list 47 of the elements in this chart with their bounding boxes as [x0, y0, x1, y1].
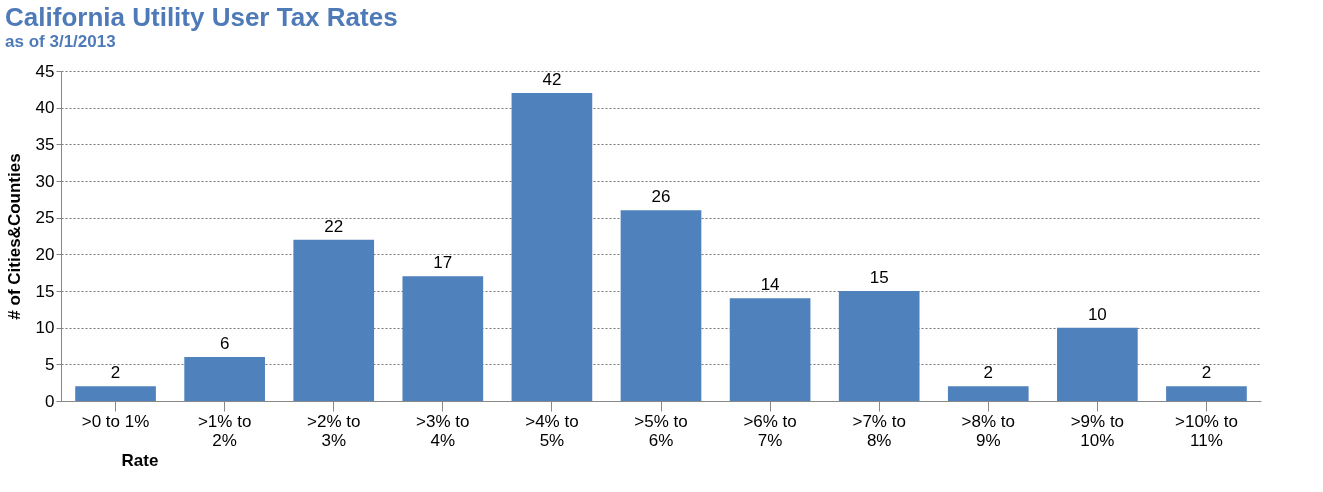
- x-tick-label: >4% to 5%: [525, 411, 579, 450]
- y-tick-label: 15: [35, 281, 55, 301]
- y-tick-label: 40: [35, 98, 55, 118]
- bar: [729, 298, 811, 401]
- y-tick-label: 10: [35, 318, 55, 338]
- data-label: 6: [219, 334, 230, 353]
- y-tick-label: 5: [45, 354, 55, 374]
- y-tick-label: 35: [35, 134, 55, 154]
- y-tick-label: 45: [35, 61, 55, 81]
- x-tick-label: >3% to 4%: [416, 411, 470, 450]
- x-axis-title: Rate: [121, 450, 159, 470]
- data-label: 22: [324, 216, 344, 236]
- x-tick-label: >5% to 6%: [634, 411, 688, 450]
- data-label: 2: [1201, 363, 1212, 383]
- bar: [293, 239, 375, 401]
- bar: [511, 93, 593, 401]
- y-tick-label: 25: [35, 208, 55, 228]
- x-tick-label: >2% to 3%: [307, 411, 361, 450]
- bar: [620, 210, 702, 401]
- y-tick-label: 30: [35, 171, 55, 191]
- bar: [947, 386, 1029, 401]
- bar: [75, 386, 156, 401]
- y-tick-label: 0: [45, 391, 55, 411]
- bar: [1057, 327, 1138, 401]
- bar: [402, 276, 484, 401]
- bar: [1166, 386, 1247, 401]
- data-label: 10: [1087, 304, 1107, 324]
- x-tick-label: >6% to 7%: [743, 411, 797, 450]
- x-tick-label: >7% to 8%: [852, 411, 906, 450]
- x-tick-label: >0 to 1%: [81, 411, 150, 431]
- data-label: 2: [110, 363, 121, 383]
- chart-subtitle: as of 3/1/2013: [5, 32, 116, 51]
- data-label: 15: [869, 268, 889, 287]
- x-tick-label: >9% to 10%: [1070, 411, 1125, 450]
- x-tick-label: >10% to 11%: [1175, 411, 1238, 450]
- bar: [838, 291, 920, 401]
- data-label: 17: [433, 253, 453, 273]
- chart-title: California Utility User Tax Rates: [5, 2, 398, 32]
- bar: [184, 357, 265, 401]
- data-label: 2: [983, 363, 994, 383]
- data-label: 26: [651, 187, 671, 207]
- x-tick-label: >8% to 9%: [961, 411, 1015, 450]
- x-tick-label: >1% to 2%: [197, 411, 252, 450]
- data-label: 42: [542, 70, 562, 89]
- data-label: 14: [760, 275, 780, 295]
- y-axis-title: # of Cities&Counties: [4, 153, 24, 320]
- y-tick-label: 20: [35, 244, 55, 264]
